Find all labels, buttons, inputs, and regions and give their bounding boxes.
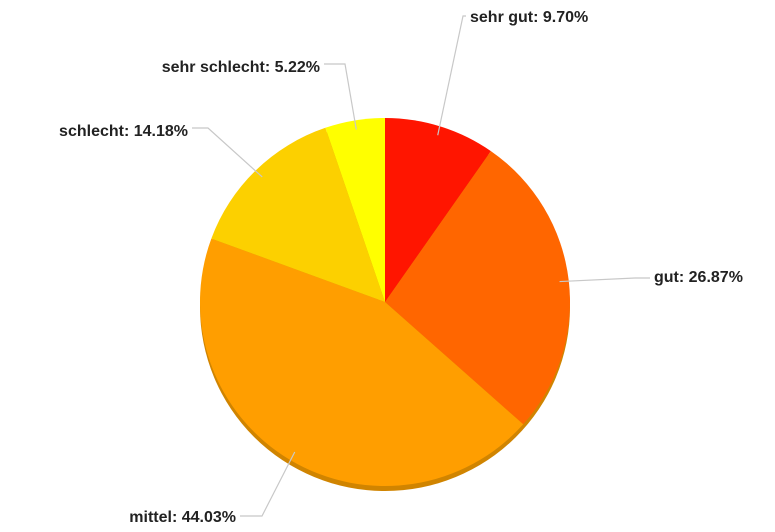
- leader-line: [192, 127, 263, 178]
- pie-slice: [385, 118, 491, 302]
- pie-slice: [211, 127, 385, 302]
- pie-slice: [385, 151, 570, 425]
- slice-label: mittel: 44.03%: [129, 509, 236, 526]
- leader-line: [240, 451, 296, 517]
- leader-line: [559, 277, 650, 283]
- slice-label: schlecht: 14.18%: [59, 123, 188, 140]
- leader-line: [324, 63, 357, 130]
- pie-slice: [325, 118, 385, 302]
- pie-slice: [199, 238, 524, 487]
- slice-label: gut: 26.87%: [654, 269, 743, 286]
- slice-label: sehr gut: 9.70%: [470, 9, 588, 26]
- leader-line: [437, 15, 466, 136]
- slice-label: sehr schlecht: 5.22%: [162, 59, 320, 76]
